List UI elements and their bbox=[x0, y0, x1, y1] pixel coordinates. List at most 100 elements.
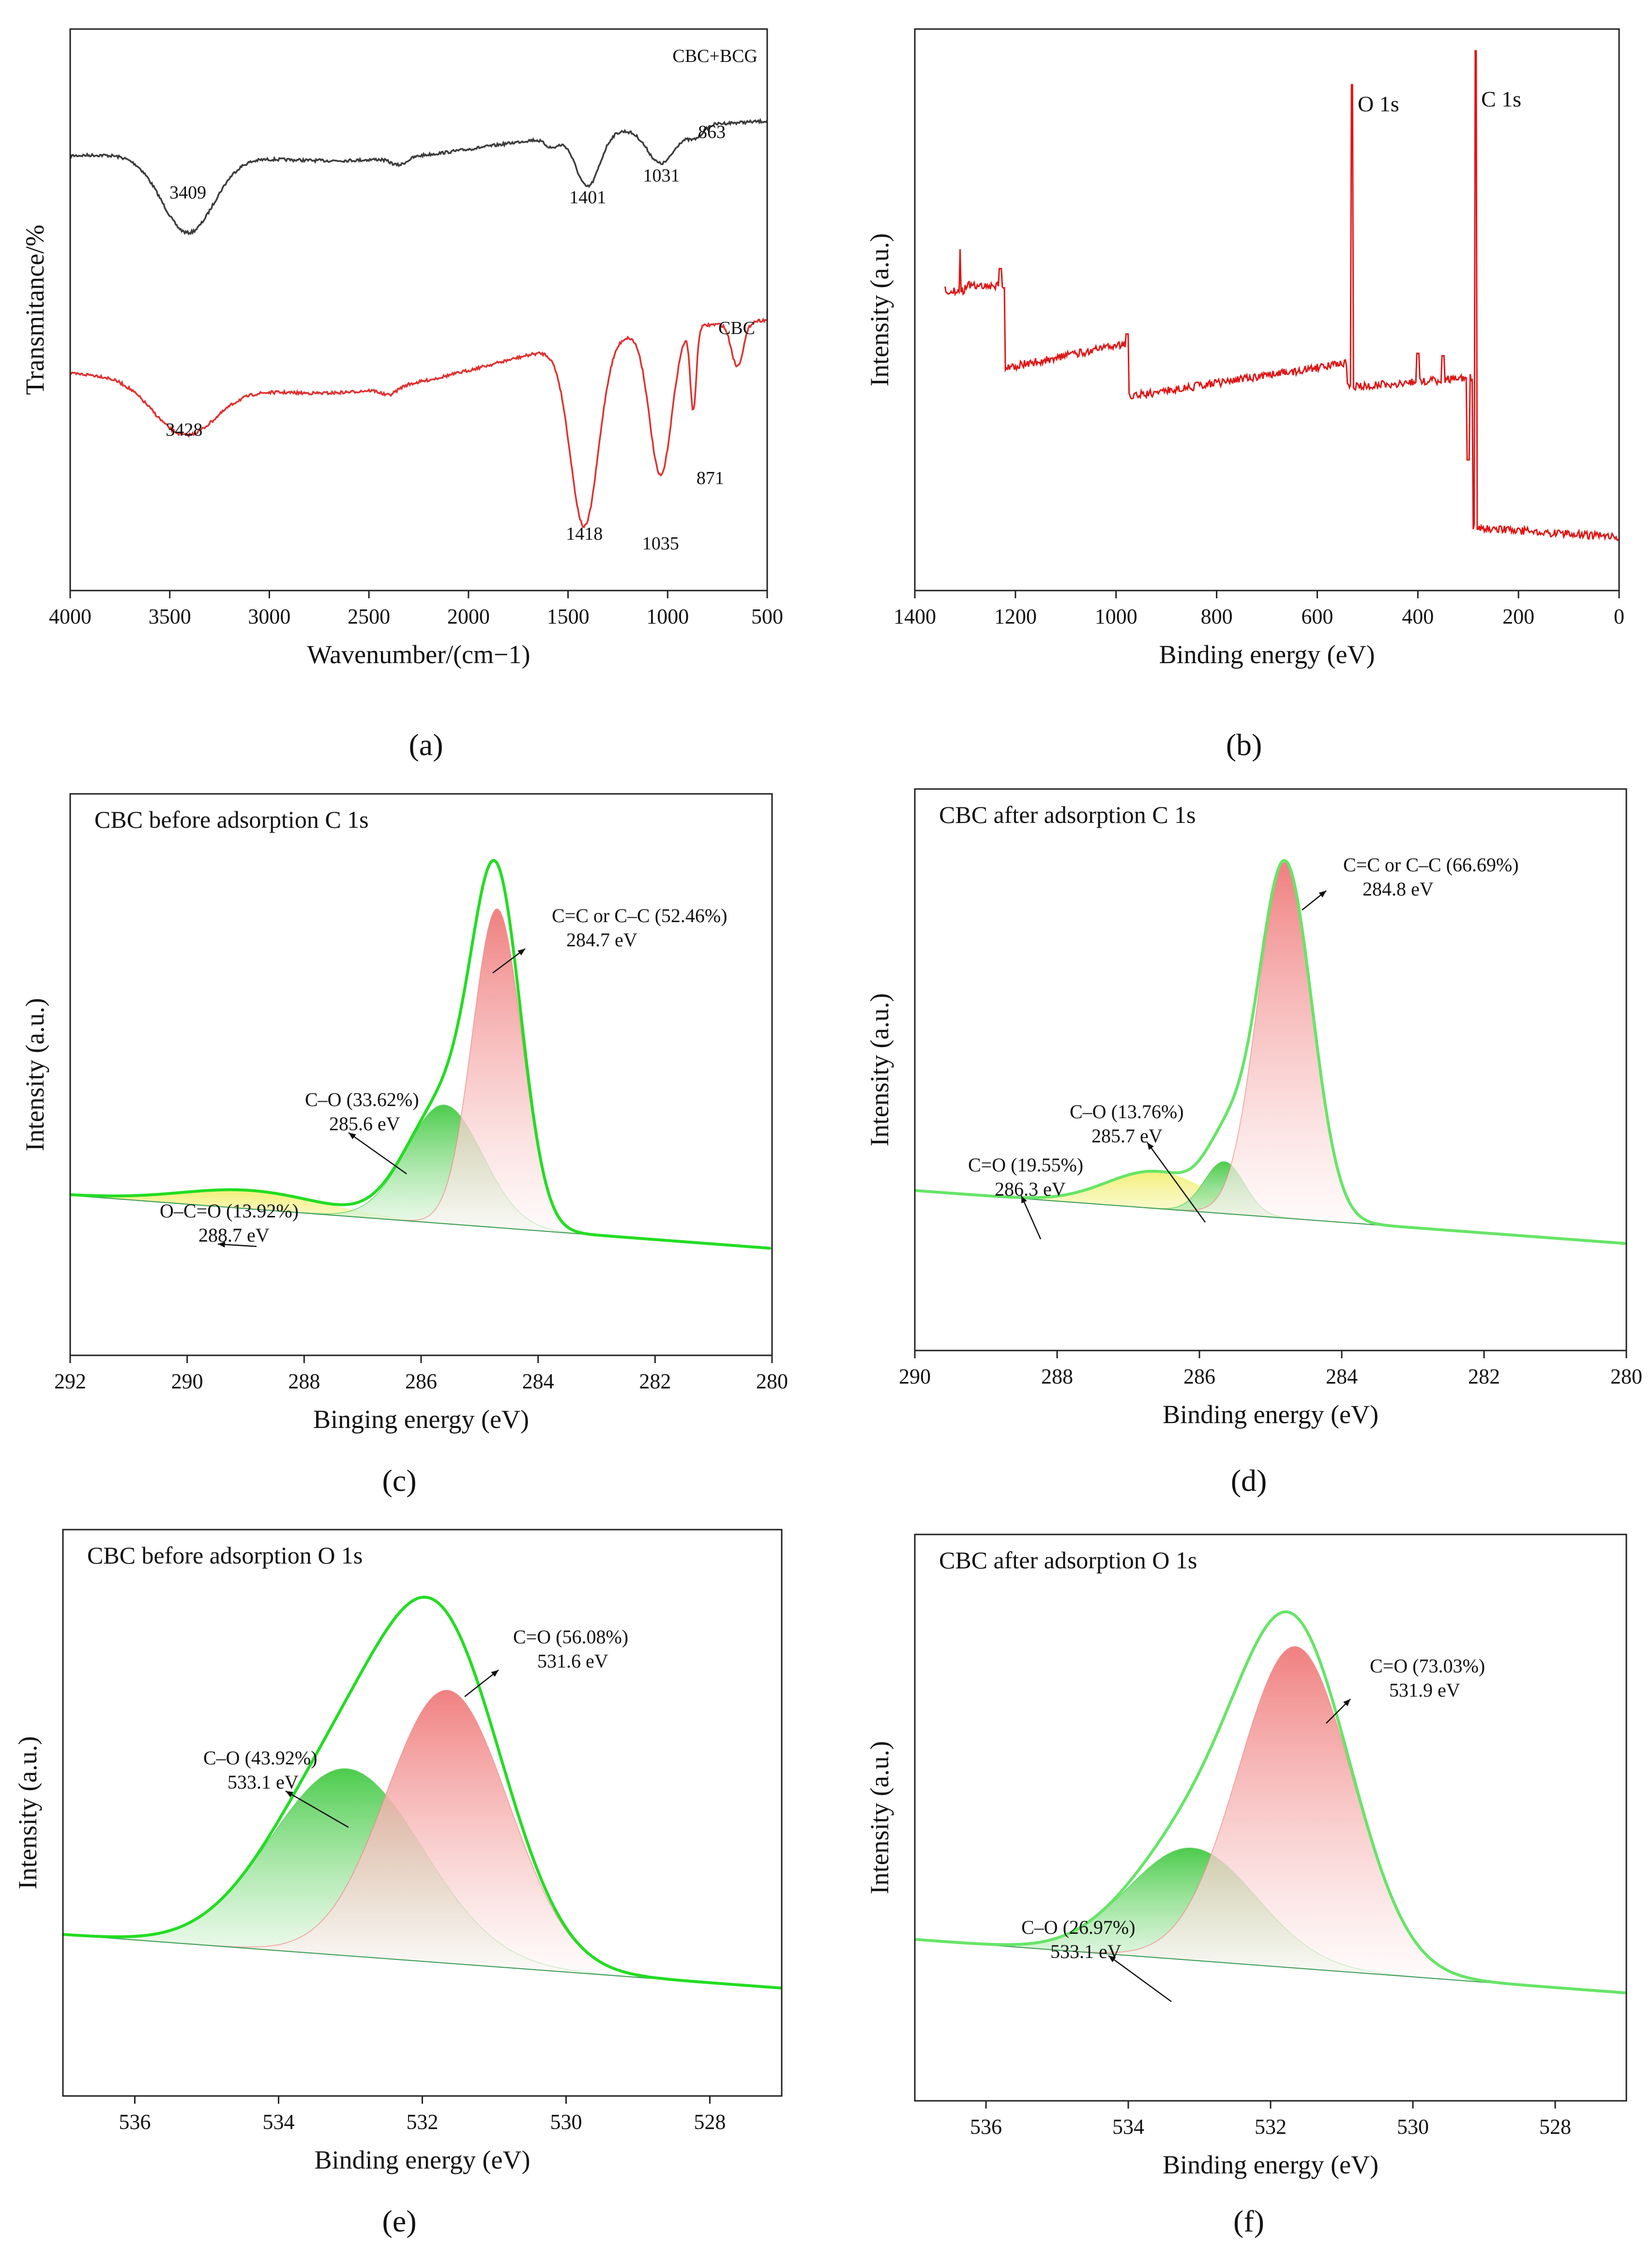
x-tick-label: 528 bbox=[1539, 2115, 1571, 2139]
x-tick-label: 284 bbox=[1326, 1365, 1358, 1388]
component-energy: 284.7 eV bbox=[566, 929, 637, 951]
component-energy: 531.6 eV bbox=[537, 1650, 608, 1672]
arrow-head bbox=[1021, 1196, 1027, 1203]
peak-label: 3409 bbox=[169, 182, 206, 203]
arrow-line bbox=[285, 1790, 349, 1828]
arrow-head bbox=[517, 949, 525, 956]
panel-title: CBC after adsorption C 1s bbox=[939, 801, 1196, 828]
y-axis-label: Intensity (a.u.) bbox=[20, 998, 49, 1151]
x-tick-label: 532 bbox=[1255, 2115, 1287, 2139]
y-axis-label: Intensity (a.u.) bbox=[865, 993, 894, 1146]
x-tick-label: 1500 bbox=[547, 605, 590, 628]
panel-e: C=O (56.08%)531.6 eV C–O (43.92%)533.1 eV… bbox=[13, 1529, 783, 2238]
series-line-cbc bbox=[70, 317, 768, 528]
panel-caption: (e) bbox=[382, 2204, 416, 2238]
peak-label: 1031 bbox=[643, 166, 680, 186]
arrow-head bbox=[491, 1670, 499, 1677]
x-tick-label: 286 bbox=[405, 1369, 437, 1393]
arrow-head bbox=[286, 1791, 293, 1797]
survey-line bbox=[944, 50, 1620, 542]
arrow-line bbox=[464, 1670, 499, 1697]
x-axis-label: Wavenumber/(cm−1) bbox=[307, 640, 530, 669]
x-tick-label: 280 bbox=[1610, 1365, 1642, 1388]
panel-a: CBC+BCG 3409 1401 1031 863 CBC 3428 1418 1035 871… bbox=[20, 28, 783, 762]
x-tick-label: 400 bbox=[1402, 605, 1434, 628]
component-energy: 286.3 eV bbox=[995, 1178, 1066, 1200]
x-tick-label: 282 bbox=[1468, 1365, 1500, 1388]
x-tick-label: 600 bbox=[1301, 605, 1333, 628]
arrow-head bbox=[349, 1133, 356, 1139]
x-tick-label: 3000 bbox=[248, 605, 290, 628]
peak-annotation: O 1s bbox=[1358, 91, 1399, 116]
peak-label: 1418 bbox=[566, 524, 603, 544]
panel-f: C=O (73.03%)531.9 eV C–O (26.97%) 533.1 eV… bbox=[865, 1533, 1627, 2238]
y-axis-label: Intensity (a.u.) bbox=[865, 1741, 894, 1894]
component-label: C=O (56.08%) bbox=[513, 1626, 628, 1648]
x-tick-label: 284 bbox=[522, 1369, 554, 1393]
component-energy: 285.6 eV bbox=[329, 1113, 400, 1135]
x-tick-label: 282 bbox=[639, 1369, 671, 1393]
component-label: C–O (33.62%) bbox=[305, 1089, 419, 1110]
x-tick-label: 292 bbox=[54, 1369, 86, 1393]
component-label: C=C or C–C (66.69%) bbox=[1343, 854, 1519, 876]
component-energy: 533.1 eV bbox=[227, 1771, 299, 1793]
x-axis-label: Binding energy (eV) bbox=[315, 2145, 530, 2174]
x-tick-label: 290 bbox=[899, 1365, 931, 1388]
panel-caption: (b) bbox=[1226, 728, 1262, 762]
x-tick-label: 500 bbox=[751, 605, 783, 628]
arrow-head bbox=[1343, 1699, 1350, 1706]
panel-caption: (d) bbox=[1231, 1463, 1267, 1498]
panel-caption: (a) bbox=[409, 728, 443, 762]
x-tick-label: 528 bbox=[694, 2110, 726, 2134]
peak-label: 1401 bbox=[569, 187, 606, 208]
x-tick-label: 288 bbox=[288, 1369, 320, 1393]
y-axis-label: Intensity (a.u.) bbox=[865, 233, 894, 386]
arrow-head bbox=[1108, 1956, 1116, 1962]
x-tick-label: 290 bbox=[171, 1369, 203, 1393]
envelope-line bbox=[62, 1595, 782, 1990]
series-label: CBC+BCG bbox=[672, 46, 758, 66]
x-tick-label: 530 bbox=[1397, 2115, 1429, 2139]
arrow-head bbox=[1147, 1142, 1154, 1150]
x-axis-label: Binding energy (eV) bbox=[1163, 2150, 1379, 2179]
peak-annotation: C 1s bbox=[1481, 87, 1521, 111]
envelope-line bbox=[914, 859, 1627, 1245]
x-tick-label: 3500 bbox=[149, 605, 191, 628]
series-label: CBC bbox=[718, 318, 755, 338]
arrow-head bbox=[1319, 891, 1326, 898]
panel-b: O 1s C 1s 1400 1200 1000 800 600 400 200 0 Binding… bbox=[865, 28, 1624, 762]
x-tick-label: 534 bbox=[263, 2110, 295, 2134]
component-energy: 533.1 eV bbox=[1050, 1941, 1122, 1962]
x-tick-label: 536 bbox=[119, 2110, 151, 2134]
peak-label: 1035 bbox=[642, 533, 679, 554]
x-axis-label: Binding energy (eV) bbox=[1159, 640, 1375, 669]
x-tick-label: 280 bbox=[756, 1369, 788, 1393]
panel-title: CBC before adsorption C 1s bbox=[94, 806, 369, 833]
x-tick-label: 530 bbox=[550, 2110, 582, 2134]
x-tick-label: 1000 bbox=[646, 605, 689, 628]
x-tick-label: 288 bbox=[1041, 1365, 1073, 1388]
x-tick-label: 4000 bbox=[49, 605, 91, 628]
x-tick-label: 532 bbox=[407, 2110, 439, 2134]
arrow-line bbox=[1108, 1955, 1172, 2003]
panel-caption: (c) bbox=[382, 1463, 416, 1498]
x-tick-label: 2000 bbox=[447, 605, 490, 628]
x-tick-label: 286 bbox=[1183, 1365, 1215, 1388]
panel-d: C=C or C–C (66.69%)284.8 eVC–O (13.76%)2… bbox=[865, 788, 1642, 1498]
y-axis-label: Intensity (a.u.) bbox=[13, 1736, 42, 1889]
series-line-cbc-bcg bbox=[69, 118, 768, 236]
x-tick-label: 200 bbox=[1502, 605, 1534, 628]
envelope-line bbox=[914, 1610, 1627, 1995]
x-tick-label: 800 bbox=[1201, 605, 1233, 628]
x-tick-label: 1200 bbox=[994, 605, 1037, 628]
peak-label: 863 bbox=[698, 122, 726, 142]
component-energy: 288.7 eV bbox=[198, 1224, 270, 1246]
x-tick-label: 536 bbox=[970, 2115, 1002, 2139]
peak-label: 3428 bbox=[166, 420, 202, 440]
x-axis-label: Binding energy (eV) bbox=[1163, 1400, 1379, 1429]
arrow-line bbox=[1020, 1195, 1042, 1240]
envelope-line bbox=[70, 859, 771, 1250]
y-axis-label: Transmitance/% bbox=[20, 225, 49, 395]
component-label: C–O (43.92%) bbox=[203, 1747, 318, 1769]
